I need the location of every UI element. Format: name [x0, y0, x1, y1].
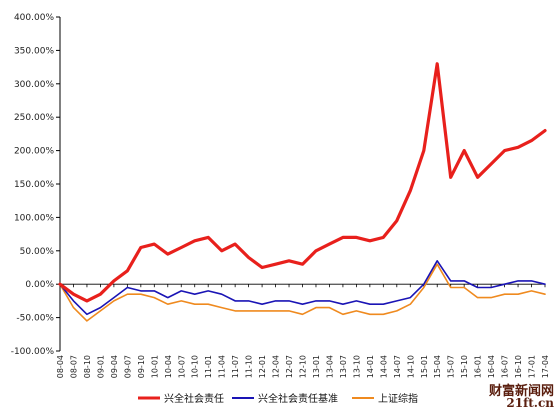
y-tick-group: 400.00% 350.00% 300.00% 250.00% 200.00% 150.0…: [11, 13, 60, 357]
series-line: [59, 263, 546, 322]
y-tick-label: -50.00%: [16, 314, 54, 324]
legend: 兴全社会责任 兴全社会责任基准 上证综指: [138, 392, 418, 405]
legend-label: 上证综指: [378, 392, 418, 405]
x-tick-label: 12-01: [258, 355, 267, 378]
y-tick-label: 0.00%: [25, 280, 54, 290]
y-tick-label: 400.00%: [14, 13, 54, 23]
x-tick-label: 09-04: [110, 355, 119, 378]
x-tick-label: 12-07: [285, 355, 294, 378]
x-tick-label: 08-04: [56, 355, 65, 378]
x-tick-label: 15-10: [460, 355, 469, 378]
x-tick-label: 14-04: [379, 355, 388, 378]
x-tick-label: 09-07: [123, 355, 132, 378]
x-tick-label: 13-10: [352, 355, 361, 378]
legend-item: 上证综指: [352, 392, 418, 405]
x-tick-label: 15-07: [447, 355, 456, 378]
legend-label: 兴全社会责任: [164, 392, 224, 405]
x-tick-label: 08-07: [69, 355, 78, 378]
x-tick-label: 15-04: [433, 355, 442, 378]
series-line: [59, 260, 546, 316]
x-tick-label: 10-01: [150, 355, 159, 378]
x-tick-label: 11-04: [218, 355, 227, 378]
watermark-name: 财富新闻网: [488, 384, 554, 399]
y-tick-label: 200.00%: [14, 147, 54, 157]
x-tick-label: 08-10: [83, 355, 92, 378]
x-tick-label: 12-04: [272, 355, 281, 378]
x-tick-label: 11-07: [231, 355, 240, 378]
legend-item: 兴全社会责任: [138, 392, 224, 405]
y-tick-label: 250.00%: [14, 113, 54, 123]
x-tick-label: 16-07: [501, 355, 510, 378]
x-tick-group: 08-04 08-07 08-10 09-01 09-04 09-07 09-10 10-01…: [56, 284, 550, 378]
y-tick-label: 100.00%: [14, 213, 54, 223]
x-tick-label: 13-07: [339, 355, 348, 378]
series-lines: [58, 62, 547, 322]
x-tick-label: 13-01: [312, 355, 321, 378]
y-tick-label: 350.00%: [14, 46, 54, 56]
x-tick-label: 16-01: [474, 355, 483, 378]
x-tick-label: 09-10: [137, 355, 146, 378]
legend-item: 兴全社会责任基准: [232, 392, 338, 405]
x-tick-label: 12-10: [299, 355, 308, 378]
y-tick-label: 50.00%: [20, 247, 55, 257]
x-tick-label: 10-04: [164, 355, 173, 378]
series-line: [58, 62, 547, 303]
y-tick-label: 300.00%: [14, 80, 54, 90]
x-tick-label: 13-04: [325, 355, 334, 378]
y-tick-label: -100.00%: [11, 347, 55, 357]
y-tick-label: 150.00%: [14, 180, 54, 190]
x-tick-label: 14-01: [366, 355, 375, 378]
x-tick-label: 10-07: [177, 355, 186, 378]
x-tick-label: 10-10: [191, 355, 200, 378]
x-tick-label: 11-01: [204, 355, 213, 378]
watermark-domain: 21ft.cn: [506, 396, 554, 410]
x-tick-label: 11-10: [245, 355, 254, 378]
x-tick-label: 09-01: [96, 355, 105, 378]
x-tick-label: 17-01: [528, 355, 537, 378]
x-tick-label: 16-10: [514, 355, 523, 378]
x-tick-label: 14-07: [393, 355, 402, 378]
legend-label: 兴全社会责任基准: [258, 392, 338, 405]
x-tick-label: 15-01: [420, 355, 429, 378]
x-tick-label: 14-10: [406, 355, 415, 378]
x-tick-label: 17-04: [541, 355, 550, 378]
x-tick-label: 16-04: [487, 355, 496, 378]
